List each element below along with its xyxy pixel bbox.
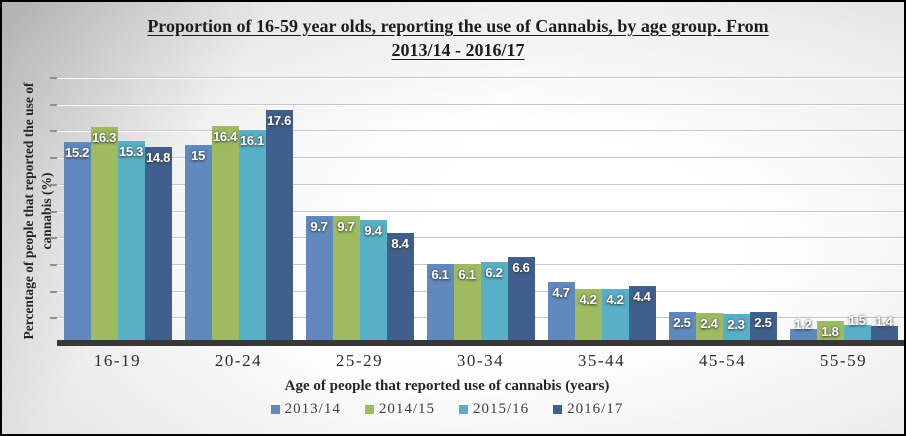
bar-data-label: 14.8	[145, 150, 171, 166]
bar-data-label: 6.6	[512, 259, 530, 275]
bar	[574, 288, 602, 345]
bar	[211, 126, 239, 345]
y-axis-tick	[50, 317, 57, 320]
x-axis-line	[57, 340, 904, 346]
bar-data-label: 9.7	[310, 218, 328, 234]
bar-data-label: 1.5	[848, 312, 866, 328]
category-label: 16-19	[93, 351, 142, 370]
bar	[749, 311, 777, 345]
legend-swatch	[364, 405, 374, 414]
bar	[426, 263, 454, 345]
bar-data-label: 2.5	[673, 314, 691, 330]
bar	[601, 288, 629, 345]
bar	[63, 142, 91, 345]
bar-data-label: 9.7	[337, 218, 355, 234]
legend-label: 2016/17	[567, 401, 624, 417]
bar-data-label: 16.1	[239, 133, 265, 149]
category-label: 20-24	[214, 351, 263, 370]
gridline	[57, 210, 904, 212]
bar-data-label: 9.4	[364, 222, 382, 238]
legend-item: 2016/17	[553, 401, 623, 418]
bar	[305, 215, 333, 345]
gridline	[57, 103, 904, 105]
bar-data-label: 1.8	[821, 323, 839, 339]
bar	[628, 286, 656, 345]
chart-title-line1: Proportion of 16-59 year olds, reporting…	[147, 16, 769, 36]
gridline	[57, 157, 904, 159]
bar	[265, 110, 293, 345]
bar-data-label: 1.4	[875, 314, 893, 330]
bar	[117, 140, 145, 345]
bar-data-label: 17.6	[266, 113, 292, 129]
bar-data-label: 4.4	[633, 289, 651, 305]
bar-data-label: 2.4	[700, 315, 718, 331]
y-axis-tick	[50, 237, 57, 240]
chart-title: Proportion of 16-59 year olds, reporting…	[52, 14, 864, 62]
bar-data-label: 15.2	[64, 145, 90, 161]
legend-item: 2015/16	[459, 401, 529, 418]
bar-data-label: 16.4	[212, 129, 238, 145]
bar	[695, 312, 723, 345]
gridline	[57, 183, 904, 185]
x-axis-title: Age of people that reported use of canna…	[284, 378, 610, 394]
bar	[668, 311, 696, 345]
y-axis-tick	[50, 210, 57, 213]
gridline	[57, 77, 904, 78]
legend-swatch	[270, 405, 280, 414]
y-axis-tick	[50, 157, 57, 160]
bar	[843, 324, 871, 345]
bar-data-label: 15.3	[118, 143, 144, 159]
bar	[144, 147, 172, 345]
y-axis-tick	[50, 290, 57, 293]
bar-data-label: 6.2	[485, 265, 503, 281]
y-axis-tick	[50, 263, 57, 266]
legend: 2013/14 2014/15 2015/16 2016/17	[2, 401, 892, 418]
category-label: 30-34	[456, 351, 505, 370]
bar	[359, 219, 387, 345]
bar	[507, 256, 535, 345]
bar-data-label: 15	[191, 147, 205, 163]
bar-data-label: 4.7	[552, 285, 570, 301]
category-label: 25-29	[335, 351, 384, 370]
legend-item: 2013/14	[270, 401, 341, 418]
bar	[386, 232, 414, 345]
bar	[547, 282, 575, 345]
legend-swatch	[459, 405, 468, 414]
gridline	[57, 237, 904, 239]
bar	[332, 215, 360, 345]
bar	[184, 144, 212, 345]
y-axis-title-line1: Percentage of people that reported the u…	[21, 82, 36, 340]
bar-data-label: 4.2	[579, 291, 597, 307]
legend-label: 2015/16	[473, 401, 530, 417]
bar	[722, 314, 750, 345]
legend-item: 2014/15	[364, 401, 435, 418]
bar-data-label: 4.2	[606, 291, 624, 307]
bar-data-label: 8.4	[391, 235, 409, 251]
bar-data-label: 16.3	[91, 130, 117, 146]
gridline	[57, 130, 904, 132]
legend-swatch	[553, 405, 563, 414]
y-axis-tick	[50, 77, 57, 79]
bar-data-label: 2.5	[754, 314, 772, 330]
bar	[453, 263, 481, 345]
bar	[480, 262, 508, 345]
legend-label: 2014/15	[378, 401, 435, 417]
legend-label: 2013/14	[284, 401, 341, 417]
y-axis-tick	[50, 183, 57, 186]
category-label: 55-59	[819, 351, 868, 370]
category-label: 45-54	[698, 351, 747, 370]
y-axis-tick	[50, 130, 57, 133]
bar	[238, 130, 266, 345]
bar-data-label: 1.2	[794, 316, 812, 332]
chart-title-line2: 2013/14 - 2016/17	[391, 40, 525, 60]
bar	[90, 127, 118, 345]
bar-data-label: 6.1	[458, 266, 476, 282]
bar-data-label: 2.3	[727, 317, 745, 333]
bar-data-label: 6.1	[431, 266, 449, 282]
category-label: 35-44	[577, 351, 626, 370]
y-axis-tick	[50, 103, 57, 106]
